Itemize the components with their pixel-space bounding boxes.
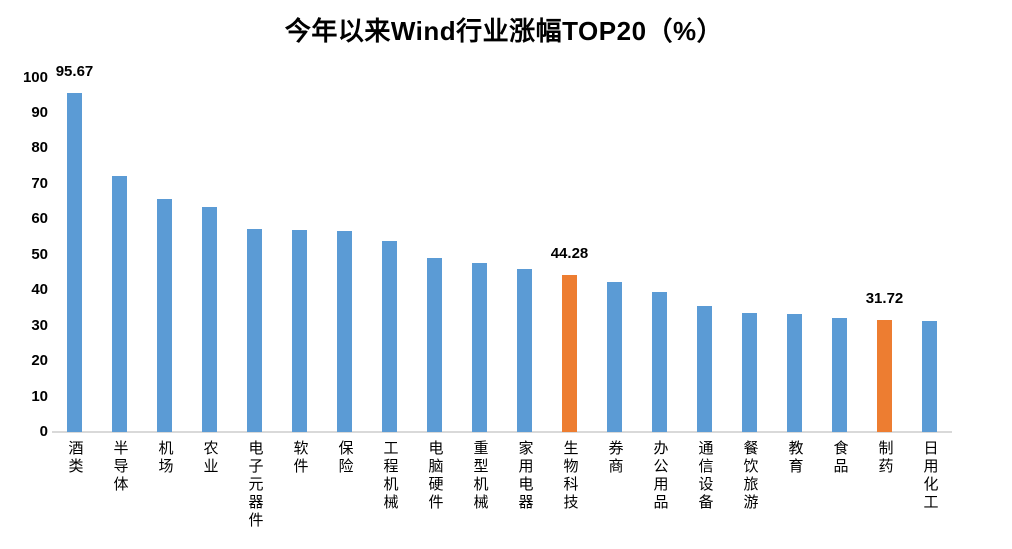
x-axis-label: 半导体 [111, 440, 128, 494]
data-label: 44.28 [550, 245, 589, 263]
y-tick-label: 70 [31, 174, 48, 192]
bar-软件 [292, 229, 307, 432]
x-axis-label: 机场 [156, 440, 173, 476]
x-axis-label: 保险 [336, 440, 353, 476]
y-tick-label: 100 [22, 68, 48, 86]
bar-食品 [832, 318, 847, 432]
bar-制药 [877, 319, 892, 432]
y-tick-label: 80 [31, 139, 48, 157]
y-tick-label: 90 [31, 103, 48, 121]
x-axis-label: 通信设备 [696, 440, 713, 512]
x-axis-label: 软件 [291, 440, 308, 476]
bar-办公用品 [652, 292, 667, 432]
y-tick-label: 30 [31, 316, 48, 334]
x-axis-label: 餐饮旅游 [741, 440, 758, 512]
y-tick-label: 50 [31, 245, 48, 263]
bar-酒类 [67, 92, 82, 432]
bar-工程机械 [382, 240, 397, 432]
x-axis-label: 制药 [876, 440, 893, 476]
y-tick-label: 20 [31, 352, 48, 370]
bar-家用电器 [517, 269, 532, 432]
y-tick-label: 10 [31, 387, 48, 405]
bar-生物科技 [562, 275, 577, 432]
x-axis-label: 农业 [201, 440, 218, 476]
x-axis-label: 电子元器件 [246, 440, 263, 530]
bar-重型机械 [472, 263, 487, 432]
x-axis-label: 电脑硬件 [426, 440, 443, 512]
y-tick-label: 60 [31, 210, 48, 228]
y-tick-label: 0 [39, 423, 48, 440]
data-label: 95.67 [55, 62, 94, 80]
x-axis-label: 日用化工 [921, 440, 938, 512]
bar-半导体 [112, 176, 127, 432]
bar-日用化工 [922, 320, 937, 432]
chart-title: 今年以来Wind行业涨幅TOP20（%） [284, 16, 724, 46]
y-tick-label: 40 [31, 281, 48, 299]
x-axis-line [52, 431, 952, 433]
bar-券商 [607, 282, 622, 432]
x-axis-label: 重型机械 [471, 440, 488, 512]
bar-电子元器件 [247, 229, 262, 432]
x-axis-label: 食品 [831, 440, 848, 476]
x-axis-label: 教育 [786, 440, 803, 476]
x-axis-label: 券商 [606, 440, 623, 476]
x-axis-label: 工程机械 [381, 440, 398, 512]
x-axis-label: 办公用品 [651, 440, 668, 512]
x-axis-label: 家用电器 [516, 440, 533, 512]
bar-保险 [337, 230, 352, 432]
bar-农业 [202, 207, 217, 432]
x-axis-label: 酒类 [66, 440, 83, 476]
bar-通信设备 [697, 306, 712, 432]
bar-机场 [157, 198, 172, 432]
data-label: 31.72 [865, 289, 904, 307]
bar-电脑硬件 [427, 258, 442, 432]
x-axis-label: 生物科技 [561, 440, 578, 512]
bar-教育 [787, 313, 802, 432]
bar-餐饮旅游 [742, 312, 757, 432]
